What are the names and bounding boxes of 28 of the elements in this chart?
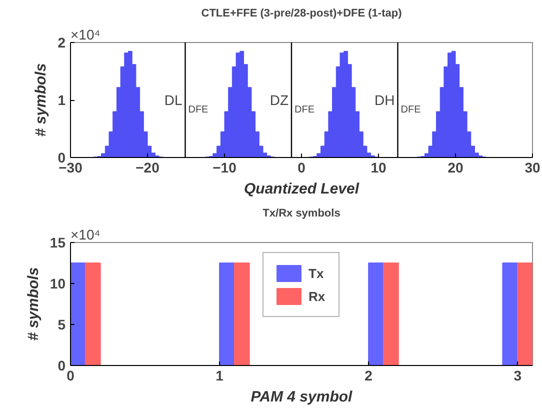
y-axis-title: # symbols (32, 63, 50, 137)
chart-title: CTLE+FFE (3-pre/28-post)+DFE (1-tap) (201, 8, 402, 20)
x-tick-label: 2 (364, 368, 373, 384)
x-tick-label: 20 (448, 160, 464, 176)
x-axis-title: Quantized Level (244, 180, 360, 198)
x-tick-label: 30 (524, 160, 540, 176)
x-tick-label: 1 (216, 368, 224, 384)
x-tick-label: 3 (514, 368, 522, 384)
y-tick-label: 10 (50, 276, 66, 292)
legend-label: Rx (308, 288, 326, 304)
y-tick-label: 0 (58, 358, 66, 374)
y-axis-title: # symbols (24, 267, 42, 341)
x-tick-label: 0 (298, 160, 306, 176)
ref-line-label: DLDFE (164, 92, 209, 116)
legend-label: Tx (308, 266, 325, 280)
ref-line-label: DHDFE (374, 92, 422, 116)
y-tick-label: 15 (50, 234, 66, 250)
x-tick-label: −10 (212, 160, 237, 176)
ref-line-label: DZDFE (270, 92, 315, 116)
y-tick-label: 1 (58, 92, 66, 108)
annotation: ×10⁴ (70, 226, 100, 242)
chart-title: Tx/Rx symbols (262, 208, 340, 220)
y-tick-label: 2 (58, 34, 66, 50)
x-tick-label: 10 (370, 160, 386, 176)
text: ×10⁴ (70, 26, 100, 42)
x-axis-title: PAM 4 symbol (250, 388, 354, 406)
y-tick-label: 5 (58, 316, 66, 332)
x-tick-label: −20 (136, 160, 160, 176)
